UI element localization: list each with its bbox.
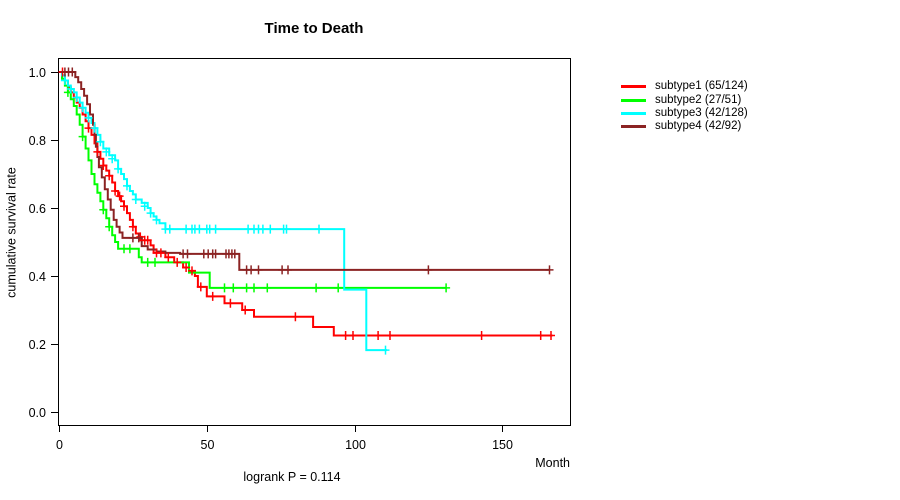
censor-marks-subtype3 <box>60 76 390 355</box>
survival-curve-subtype1 <box>59 71 553 337</box>
y-axis-label: cumulative survival rate <box>4 167 19 298</box>
y-tick-label: 0.8 <box>29 134 46 148</box>
chart-title: Time to Death <box>264 20 364 37</box>
legend-item-subtype1: subtype1 (65/124) <box>621 80 748 93</box>
survival-curve-subtype2 <box>59 71 447 289</box>
x-tick-label: 150 <box>492 438 513 452</box>
censor-marks-subtype2 <box>63 87 451 293</box>
y-tick-label: 0.6 <box>29 202 46 216</box>
legend-item-subtype2: subtype2 (27/51) <box>621 93 748 106</box>
plot-border <box>58 58 571 426</box>
legend-item-subtype3: subtype3 (42/128) <box>621 107 748 120</box>
y-tick-label: 1.0 <box>29 66 46 80</box>
legend-item-subtype4: subtype4 (42/92) <box>621 120 748 133</box>
x-tick-label: 50 <box>201 438 215 452</box>
y-tick-label: 0.0 <box>29 406 46 420</box>
legend-label-subtype3: subtype3 (42/128) <box>655 106 748 119</box>
legend-label-subtype1: subtype1 (65/124) <box>655 80 748 93</box>
y-tick-label: 0.2 <box>29 338 46 352</box>
y-tick-label: 0.4 <box>29 270 46 284</box>
legend-line-swatch-subtype1 <box>621 85 646 89</box>
censor-marks <box>58 67 555 355</box>
survival-curve-subtype3 <box>59 71 387 352</box>
censor-marks-subtype1 <box>58 67 555 340</box>
survival-curve-subtype4 <box>59 71 550 271</box>
legend: subtype1 (65/124) subtype2 (27/51) subty… <box>621 80 748 134</box>
legend-line-swatch-subtype4 <box>621 125 646 129</box>
y-axis-ticks: 0.0 0.2 0.4 0.6 0.8 1.0 <box>29 66 58 420</box>
legend-line-swatch-subtype2 <box>621 98 646 102</box>
legend-label-subtype2: subtype2 (27/51) <box>655 93 742 106</box>
legend-label-subtype4: subtype4 (42/92) <box>655 120 742 133</box>
censor-marks-subtype4 <box>60 67 554 275</box>
x-axis-label: Month <box>535 456 570 470</box>
x-tick-label: 0 <box>56 438 63 452</box>
logrank-pvalue-annotation: logrank P = 0.114 <box>243 470 341 484</box>
survival-curves <box>59 71 553 352</box>
plot-box <box>58 58 571 426</box>
x-tick-label: 100 <box>345 438 366 452</box>
legend-line-swatch-subtype3 <box>621 111 646 115</box>
x-axis-ticks: 0 50 100 150 <box>56 425 513 452</box>
